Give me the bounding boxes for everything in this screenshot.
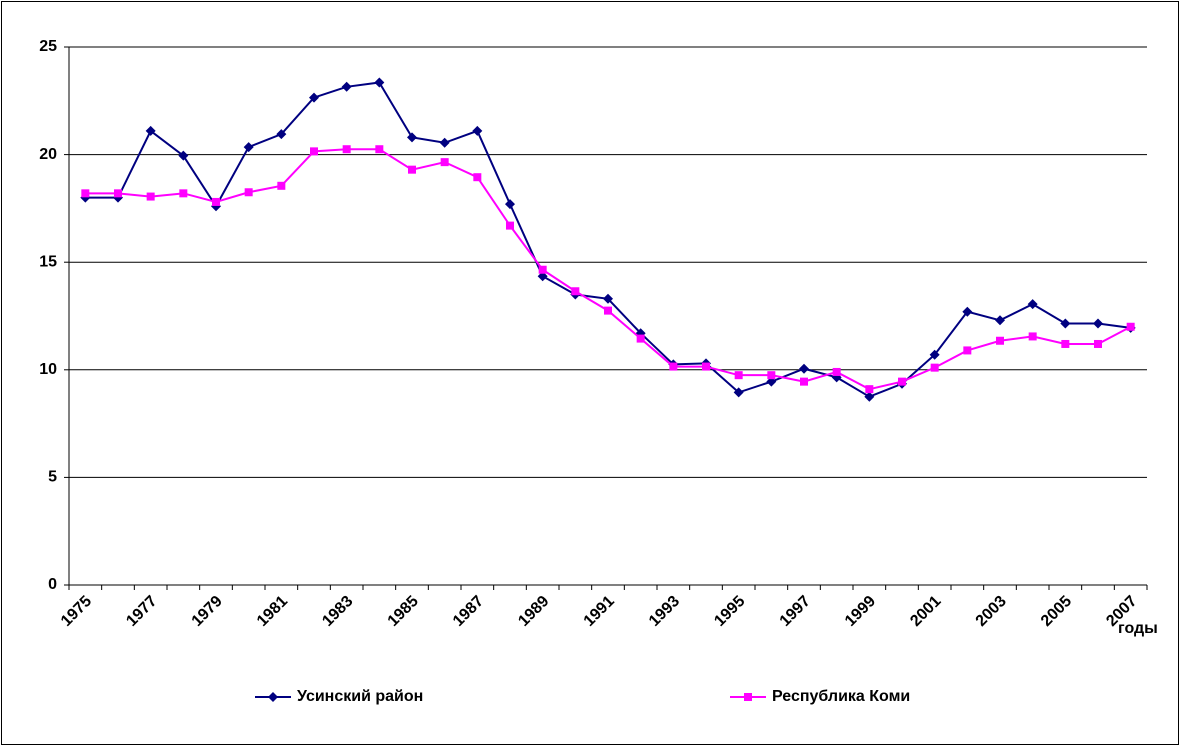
data-point [996, 336, 1004, 345]
data-point [930, 363, 939, 372]
data-point [408, 165, 416, 174]
data-point [473, 173, 482, 182]
data-point [767, 371, 776, 380]
data-point [341, 81, 352, 92]
data-point [963, 346, 972, 355]
y-tick-label: 25 [39, 38, 57, 55]
data-point [702, 362, 710, 371]
data-point [571, 287, 580, 296]
data-point [374, 77, 385, 88]
data-point [1027, 299, 1038, 310]
data-point [1060, 318, 1071, 329]
data-point [505, 199, 515, 210]
data-point [243, 142, 254, 153]
data-point [1126, 322, 1135, 331]
data-point [506, 221, 514, 230]
legend-marker [744, 693, 752, 701]
data-point [178, 150, 189, 161]
data-point [734, 371, 743, 380]
data-point [146, 192, 155, 201]
data-point [472, 125, 483, 136]
data-point [277, 181, 286, 190]
data-point [212, 197, 220, 206]
data-point [538, 265, 547, 274]
data-point [864, 391, 875, 402]
data-point [929, 349, 940, 360]
data-point [81, 189, 90, 198]
data-point [733, 387, 744, 398]
data-point [799, 363, 809, 374]
legend-label: Республика Коми [772, 688, 910, 705]
data-point [1028, 332, 1037, 341]
y-tick-label: 20 [39, 146, 57, 163]
data-point [440, 158, 449, 167]
data-point [276, 129, 287, 140]
data-point [1093, 318, 1103, 329]
y-tick-label: 0 [48, 576, 57, 593]
data-point [310, 147, 318, 156]
legend-label: Усинский район [297, 688, 423, 705]
data-point [603, 293, 613, 304]
data-point [995, 315, 1005, 326]
data-point [244, 188, 253, 197]
data-point [342, 145, 351, 154]
data-point [636, 334, 645, 343]
data-point [962, 306, 973, 317]
y-tick-label: 10 [39, 361, 57, 378]
legend-marker [268, 692, 278, 702]
data-point [439, 137, 450, 148]
data-point [604, 306, 612, 315]
data-point [865, 385, 874, 394]
data-point [800, 377, 808, 386]
data-point [145, 125, 156, 136]
data-point [407, 132, 417, 143]
data-point [898, 377, 906, 386]
data-point [375, 145, 384, 154]
data-point [179, 189, 188, 198]
data-point [1061, 339, 1070, 348]
x-axis-label: годы [1118, 620, 1158, 637]
data-point [1094, 339, 1102, 348]
data-point [309, 92, 319, 103]
y-tick-label: 15 [39, 253, 57, 270]
data-point [114, 189, 122, 198]
data-point [832, 367, 841, 376]
data-point [669, 362, 678, 371]
y-tick-label: 5 [48, 469, 57, 486]
